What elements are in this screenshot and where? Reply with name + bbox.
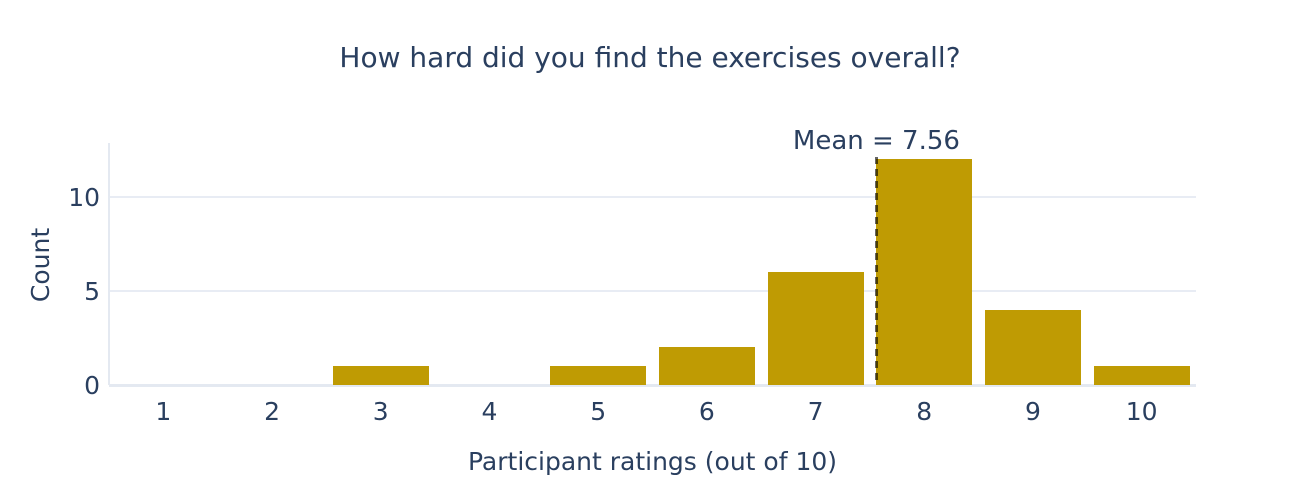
x-tick-label: 2 xyxy=(264,397,280,426)
mean-line xyxy=(874,157,878,385)
gridline xyxy=(109,195,1196,198)
y-axis-title: Count xyxy=(26,227,55,303)
x-tick-label: 4 xyxy=(481,397,498,426)
chart-title: How hard did you find the exercises over… xyxy=(339,41,961,74)
x-zero-line xyxy=(109,384,1196,387)
x-tick-label: 3 xyxy=(372,397,389,426)
bar xyxy=(550,366,647,385)
x-tick-label: 1 xyxy=(155,397,172,426)
bar xyxy=(658,347,755,385)
bar xyxy=(876,159,973,385)
x-tick-label: 8 xyxy=(916,397,933,426)
bar xyxy=(767,272,864,385)
x-tick-label: 6 xyxy=(698,397,715,426)
bar xyxy=(332,366,429,385)
y-axis-line xyxy=(108,143,110,385)
y-tick-label: 0 xyxy=(84,371,100,400)
gridline xyxy=(109,289,1196,292)
x-tick-label: 7 xyxy=(807,397,824,426)
x-tick-label: 5 xyxy=(590,397,607,426)
plot-area xyxy=(108,143,1196,387)
bar xyxy=(984,309,1081,385)
x-tick-label: 9 xyxy=(1024,397,1041,426)
x-axis-title: Participant ratings (out of 10) xyxy=(467,447,838,476)
mean-annotation: Mean = 7.56 xyxy=(792,126,960,156)
y-tick-label: 5 xyxy=(84,276,100,306)
y-tick-label: 10 xyxy=(68,182,100,212)
x-tick-label: 10 xyxy=(1125,397,1158,426)
bar xyxy=(1093,366,1190,385)
